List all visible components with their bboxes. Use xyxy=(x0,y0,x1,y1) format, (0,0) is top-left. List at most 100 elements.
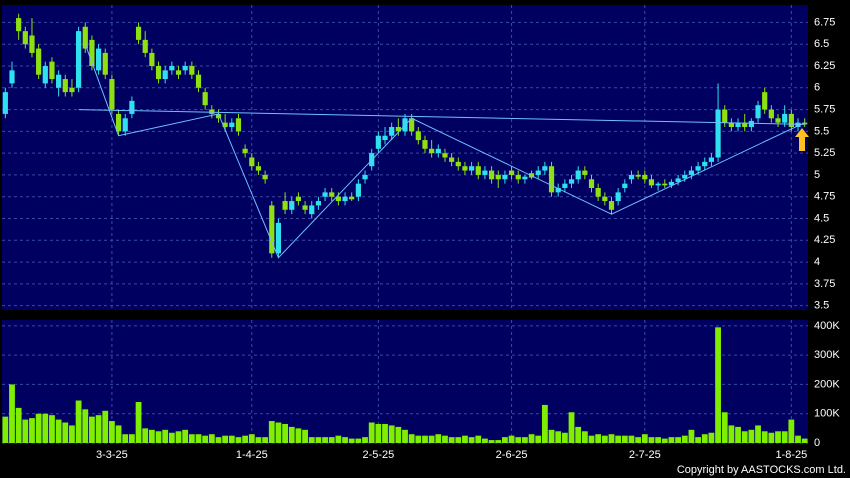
candle-body xyxy=(16,18,22,32)
volume-bar xyxy=(109,421,115,443)
candle-body xyxy=(515,174,521,180)
candle-body xyxy=(389,127,395,136)
candle-body xyxy=(788,113,794,127)
volume-bar xyxy=(355,438,362,443)
candle-body xyxy=(255,166,262,171)
candle-body xyxy=(155,66,162,80)
candle-body xyxy=(249,157,255,167)
candle-body xyxy=(588,179,595,188)
y-tick-label: 6 xyxy=(814,82,820,94)
candle-body xyxy=(495,174,501,180)
volume-bar xyxy=(801,438,808,443)
candle-body xyxy=(475,166,481,175)
volume-bar xyxy=(595,434,602,443)
candle-body xyxy=(722,109,728,123)
y-tick-label: 6.75 xyxy=(814,16,835,28)
candle-body xyxy=(42,66,48,84)
volume-bar xyxy=(235,437,242,443)
volume-bar xyxy=(681,435,688,443)
y-tick-label: 300K xyxy=(814,349,840,361)
volume-bar xyxy=(515,437,522,443)
candle-body xyxy=(655,183,661,186)
candle-body xyxy=(762,92,768,110)
candle-body xyxy=(522,176,528,180)
candle-body xyxy=(102,52,108,75)
volume-bar xyxy=(735,426,741,443)
candle-body xyxy=(56,74,62,88)
volume-bar xyxy=(668,437,675,443)
y-tick-label: 4 xyxy=(814,256,820,268)
candle-body xyxy=(395,127,401,132)
candle-body xyxy=(568,179,575,184)
volume-bar xyxy=(408,434,415,443)
volume-bar xyxy=(508,435,515,443)
trendline xyxy=(78,109,805,125)
copyright: Copyright by AASTOCKS.com Ltd. xyxy=(677,464,846,476)
candle-body xyxy=(95,48,102,71)
candle-body xyxy=(22,31,28,45)
volume-bar xyxy=(468,437,475,443)
volume-bar xyxy=(42,413,49,443)
volume-bar xyxy=(328,437,335,443)
volume-bar xyxy=(435,434,442,443)
candle-body xyxy=(782,113,788,123)
candle-body xyxy=(9,70,15,84)
volume-bar xyxy=(621,435,628,443)
y-tick-label: 3.75 xyxy=(814,278,835,290)
volume-bar xyxy=(448,437,455,443)
volume-bar xyxy=(9,384,15,443)
y-tick-label: 5.25 xyxy=(814,147,835,159)
candle-body xyxy=(449,157,455,162)
volume-bar xyxy=(721,412,728,443)
volume-bar xyxy=(255,437,262,443)
volume-bar xyxy=(342,437,348,443)
volume-bar xyxy=(422,435,428,443)
volume-bar xyxy=(608,434,615,443)
candle-body xyxy=(688,170,695,175)
candle-body xyxy=(702,161,708,167)
volume-bar xyxy=(795,435,801,443)
volume-bar xyxy=(148,429,155,443)
candle-body xyxy=(735,122,741,127)
volume-bar xyxy=(741,431,748,443)
candle-body xyxy=(508,170,515,175)
volume-bar xyxy=(115,425,122,443)
candle-body xyxy=(728,122,734,127)
volume-bar xyxy=(335,435,342,443)
candle-body xyxy=(382,135,388,141)
candle-body xyxy=(129,100,135,114)
volume-bar xyxy=(548,429,555,443)
y-tick-label: 4.25 xyxy=(814,234,835,246)
candle-body xyxy=(355,183,361,197)
candle-body xyxy=(62,79,68,93)
volume-bar xyxy=(122,434,129,443)
y-tick-label: 6.5 xyxy=(814,38,829,50)
volume-bar xyxy=(528,434,535,443)
volume-bar xyxy=(175,431,182,443)
volume-bar xyxy=(315,437,322,443)
arrow-marker xyxy=(795,128,809,151)
volume-bar xyxy=(375,423,382,443)
candle-body xyxy=(409,118,415,132)
candle-body xyxy=(142,39,148,53)
volume-bar xyxy=(648,437,655,443)
volume-bar xyxy=(89,416,95,443)
y-tick-label: 200K xyxy=(814,378,840,390)
volume-bar xyxy=(395,426,402,443)
volume-bar xyxy=(348,438,355,443)
candle-body xyxy=(202,92,208,106)
volume-bar xyxy=(568,412,575,443)
candle-body xyxy=(109,79,115,110)
candle-body xyxy=(562,183,568,188)
volume-panel xyxy=(2,320,808,443)
candle-body xyxy=(715,109,721,158)
candle-body xyxy=(582,170,588,175)
candle-body xyxy=(555,188,561,193)
volume-bar xyxy=(135,402,142,443)
volume-bar xyxy=(761,431,768,443)
y-tick-label: 100K xyxy=(814,408,840,420)
volume-bar xyxy=(388,425,395,443)
volume-bar xyxy=(781,431,788,443)
candle-body xyxy=(209,109,215,114)
volume-bar xyxy=(29,418,35,443)
